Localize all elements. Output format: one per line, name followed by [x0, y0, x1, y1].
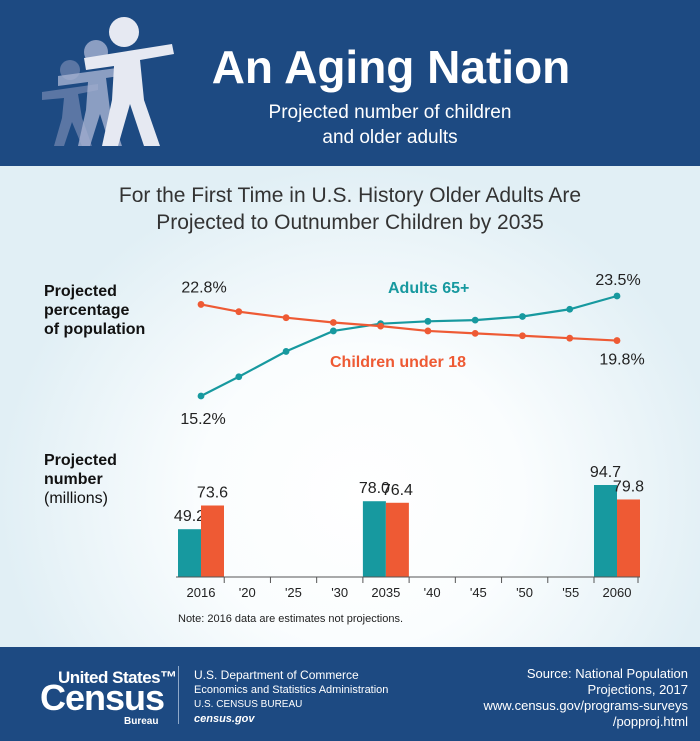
- headline-line-2: Projected to Outnumber Children by 2035: [156, 211, 544, 234]
- x-tick-label: '25: [285, 585, 302, 600]
- x-tick-label: 2016: [187, 585, 216, 600]
- census-logo-line-3: Bureau: [124, 716, 159, 727]
- children-line: [200, 303, 618, 342]
- percentage-axis-label: Projected percentage of population: [44, 282, 145, 339]
- subtitle-line-1: Projected number of children: [268, 102, 512, 123]
- adults-bar-value-label: 78.0: [359, 480, 390, 497]
- children-point: [566, 334, 574, 342]
- pct-label-line-1: Projected: [44, 283, 117, 300]
- adults-point: [471, 316, 479, 324]
- adults-bar: [594, 485, 617, 577]
- children-series-label: Children under 18: [330, 354, 466, 371]
- adults-bar: [178, 529, 201, 577]
- children-bar-value-label: 76.4: [382, 482, 413, 499]
- adults-first-value-label: 15.2%: [180, 411, 225, 428]
- children-point: [471, 329, 479, 337]
- adults-series-label: Adults 65+: [388, 280, 469, 297]
- adults-bar-value-label: 94.7: [590, 464, 621, 481]
- census-logo-line-1: United States™: [58, 668, 177, 687]
- census-logo-line-2: Census: [40, 677, 165, 718]
- adults-bar: [362, 501, 386, 577]
- source-block: Source: National Population Projections,…: [408, 666, 688, 730]
- source-line-1: Source: National Population: [526, 666, 688, 681]
- dept-line-1: U.S. Department of Commerce: [194, 668, 359, 682]
- x-tick-label: '20: [239, 585, 256, 600]
- page-title: An Aging Nation: [211, 41, 571, 93]
- num-label-line-1: Projected: [44, 452, 117, 469]
- source-line-2: Projections, 2017: [587, 682, 688, 697]
- adults-last-value-label: 23.5%: [595, 272, 640, 289]
- adults-point: [329, 327, 337, 335]
- children-point: [519, 332, 526, 340]
- dept-line-3: U.S. CENSUS BUREAU: [194, 699, 303, 710]
- chart-headline: For the First Time in U.S. History Older…: [40, 182, 660, 236]
- adults-point: [613, 292, 621, 300]
- people-icon: [42, 17, 174, 146]
- footer: [0, 647, 700, 741]
- x-tick-label: '45: [470, 585, 487, 600]
- subtitle-line-2: and older adults: [322, 127, 458, 148]
- adults-bar-value-label: 49.2: [174, 508, 205, 525]
- adults-point: [519, 313, 526, 320]
- adults-point: [235, 373, 243, 381]
- adults-point: [566, 305, 574, 313]
- adults-point: [197, 392, 205, 400]
- x-tick-label: 2035: [371, 585, 400, 600]
- children-point: [235, 308, 243, 316]
- x-tick-label: '55: [562, 585, 579, 600]
- pct-label-line-3: of population: [44, 321, 146, 338]
- children-bar-value-label: 79.8: [613, 478, 644, 495]
- children-last-value-label: 19.8%: [599, 352, 644, 369]
- number-axis-label: Projected number (millions): [44, 451, 117, 508]
- source-url-line-2[interactable]: /popproj.html: [612, 714, 688, 729]
- children-point: [424, 327, 432, 335]
- children-point: [377, 322, 385, 330]
- children-bar: [385, 502, 409, 577]
- x-tick-label: '40: [424, 585, 441, 600]
- x-tick-label: '30: [331, 585, 348, 600]
- children-bar: [201, 505, 224, 577]
- headline-line-1: For the First Time in U.S. History Older…: [118, 184, 582, 207]
- adults-point: [282, 348, 290, 355]
- footer-divider: [178, 666, 179, 724]
- x-tick-label: '50: [516, 585, 533, 600]
- children-point: [329, 319, 337, 326]
- children-bar-value-label: 73.6: [197, 484, 228, 501]
- page-subtitle: Projected number of children and older a…: [220, 100, 560, 150]
- adults-point: [424, 317, 432, 325]
- num-label-line-3: (millions): [44, 490, 108, 507]
- x-tick-label: 2060: [603, 585, 632, 600]
- children-point: [282, 314, 290, 322]
- children-point: [613, 337, 621, 344]
- pct-label-line-2: percentage: [44, 302, 130, 319]
- census-gov-link[interactable]: census.gov: [194, 713, 255, 725]
- children-point: [197, 301, 205, 308]
- adults-line: [200, 294, 618, 397]
- dept-line-2: Economics and Statistics Administration: [194, 684, 389, 696]
- source-url-line-1[interactable]: www.census.gov/programs-surveys: [483, 698, 688, 713]
- children-bar: [617, 499, 640, 577]
- children-first-value-label: 22.8%: [181, 279, 226, 296]
- chart-panel: [0, 166, 700, 647]
- chart-note: Note: 2016 data are estimates not projec…: [178, 613, 404, 625]
- num-label-line-2: number: [44, 471, 103, 488]
